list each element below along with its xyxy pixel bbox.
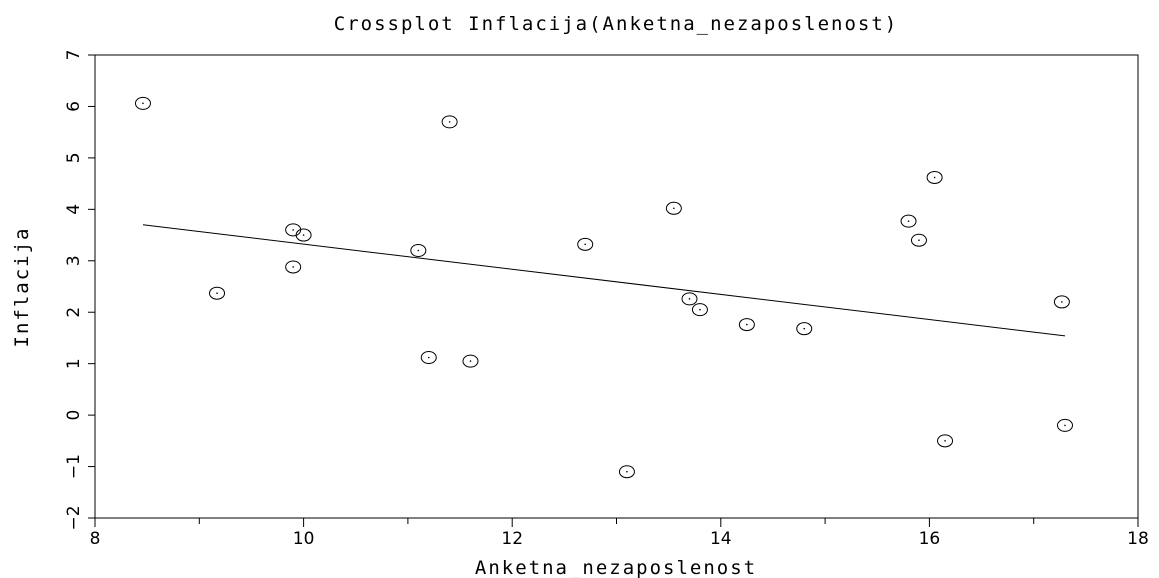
y-tick-label: 1 <box>64 358 84 369</box>
data-point <box>796 322 813 336</box>
data-point <box>410 243 427 257</box>
plot-frame <box>94 54 1139 519</box>
y-tick-label: 6 <box>64 101 84 112</box>
data-point <box>285 223 302 237</box>
chart-title: Crossplot Inflacija(Anketna_nezaposlenos… <box>334 13 898 35</box>
data-point <box>900 214 917 228</box>
x-tick-label: 12 <box>501 529 523 549</box>
x-axis: 8 10 12 14 16 18 <box>90 518 1149 549</box>
data-point <box>285 260 302 274</box>
data-points <box>134 96 1073 479</box>
y-tick-label: 4 <box>64 204 84 215</box>
x-tick-label: 18 <box>1127 529 1149 549</box>
data-point <box>441 115 458 129</box>
regression-line-group <box>142 224 1066 337</box>
data-point <box>1053 295 1070 309</box>
data-point <box>681 292 698 306</box>
data-point <box>462 354 479 368</box>
data-point <box>665 201 682 215</box>
data-point <box>209 286 226 300</box>
x-tick-label: 16 <box>919 529 941 549</box>
x-tick-label: 10 <box>293 529 315 549</box>
y-axis: −2 −1 0 1 2 3 4 5 6 7 <box>64 50 95 531</box>
data-point <box>618 465 635 479</box>
y-tick-label: 3 <box>64 255 84 266</box>
y-tick-label: 7 <box>64 50 84 61</box>
data-point <box>691 303 708 317</box>
x-tick-label: 14 <box>710 529 732 549</box>
data-point <box>910 233 927 247</box>
data-point <box>937 434 954 448</box>
data-point <box>295 228 312 242</box>
y-tick-label: −2 <box>64 505 84 530</box>
regression-line <box>142 224 1066 337</box>
y-tick-label: 5 <box>64 152 84 163</box>
y-tick-label: 2 <box>64 307 84 318</box>
data-point <box>577 237 594 251</box>
x-tick-label: 8 <box>90 529 101 549</box>
data-point <box>926 170 943 184</box>
x-axis-label: Anketna_nezaposlenost <box>475 557 757 578</box>
y-tick-label: 0 <box>64 410 84 421</box>
y-tick-label: −1 <box>64 454 84 479</box>
y-axis-label: Inflacija <box>11 227 33 348</box>
data-point <box>420 350 437 364</box>
data-point <box>1056 418 1073 432</box>
data-point <box>738 318 755 332</box>
data-point <box>134 96 151 110</box>
